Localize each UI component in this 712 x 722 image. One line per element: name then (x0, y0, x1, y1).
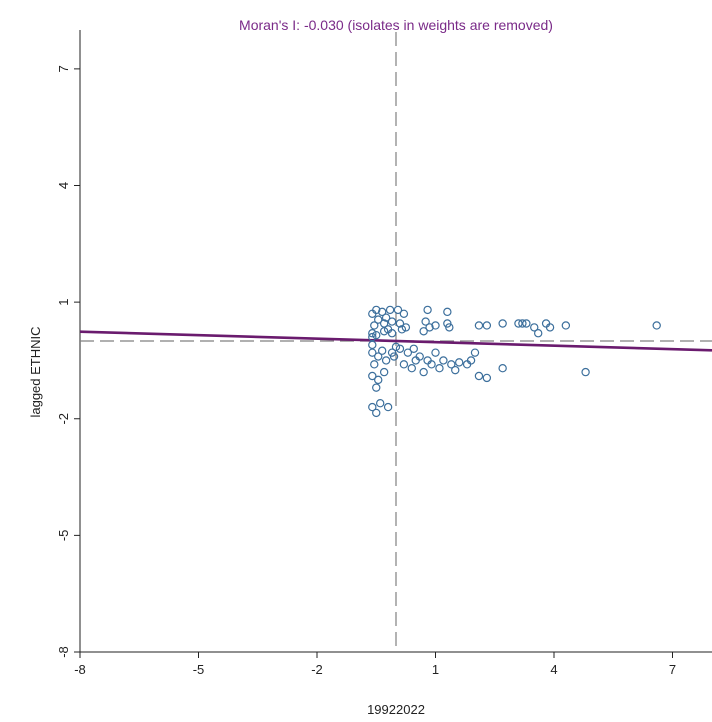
regression-line (79, 330, 712, 352)
data-point (387, 317, 397, 326)
data-point (482, 321, 492, 330)
data-point (498, 319, 507, 328)
data-point (372, 408, 381, 418)
data-point (419, 327, 428, 336)
data-point (474, 321, 484, 330)
data-point (431, 348, 440, 357)
data-point (372, 383, 381, 392)
x-tick-label: -2 (311, 662, 323, 677)
data-point (545, 323, 555, 332)
x-tick-label: 1 (432, 662, 439, 677)
data-points (368, 305, 661, 418)
chart-title: Moran's I: -0.030 (isolates in weights a… (239, 17, 553, 33)
data-point (443, 319, 452, 328)
regression-line-group (79, 330, 712, 352)
data-point (431, 321, 440, 330)
x-tick-label: -5 (193, 662, 205, 677)
data-point (368, 329, 377, 338)
data-point (522, 319, 531, 328)
data-point (482, 373, 492, 383)
data-point (474, 371, 484, 381)
data-point (381, 356, 391, 365)
data-point (383, 402, 393, 412)
data-point (451, 365, 460, 375)
y-tick-label: 4 (56, 182, 71, 189)
data-point (652, 321, 661, 330)
data-point (379, 367, 389, 377)
data-point (514, 319, 523, 328)
data-point (376, 399, 385, 408)
data-point (466, 356, 476, 365)
data-point (372, 330, 381, 340)
data-point (445, 323, 454, 332)
data-point (368, 371, 377, 381)
data-point (470, 348, 480, 357)
data-point (534, 329, 543, 338)
x-tick-label: -8 (74, 662, 86, 677)
data-point (581, 367, 590, 377)
data-point (370, 360, 379, 369)
data-point (419, 367, 428, 377)
data-point (379, 327, 389, 336)
x-axis-label: 19922022 (367, 702, 425, 717)
data-point (370, 321, 379, 330)
data-point (447, 360, 456, 369)
y-tick-label: 7 (56, 65, 71, 72)
data-point (455, 358, 464, 367)
data-point (374, 315, 383, 324)
data-point (397, 325, 407, 334)
y-tick-label: -8 (56, 646, 71, 658)
data-point (387, 348, 397, 357)
data-point (561, 321, 571, 330)
data-point (435, 364, 444, 373)
data-point (395, 319, 405, 328)
data-point (443, 307, 452, 317)
data-point (372, 305, 381, 315)
x-tick-label: 7 (669, 662, 676, 677)
data-point (530, 323, 539, 332)
data-point (389, 352, 399, 361)
axes: -8 -5 -2 1 4 7 -8 -5 -2 1 4 7 (56, 30, 712, 677)
data-point (381, 313, 391, 322)
data-point (393, 305, 403, 315)
data-point (387, 329, 397, 338)
data-point (439, 356, 448, 365)
data-point (403, 348, 413, 357)
data-point (377, 307, 387, 317)
data-point (385, 305, 395, 315)
data-point (407, 364, 416, 373)
data-point (399, 360, 409, 369)
data-point (391, 342, 401, 352)
data-point (401, 323, 411, 332)
data-point (518, 319, 527, 328)
data-point (423, 305, 432, 315)
data-point (368, 340, 377, 350)
data-point (374, 352, 383, 361)
data-point (368, 402, 377, 412)
data-point (399, 309, 409, 318)
data-point (377, 346, 387, 355)
data-point (415, 352, 424, 361)
data-point (395, 344, 405, 353)
data-point (425, 323, 434, 332)
data-point (374, 375, 383, 385)
data-point (409, 344, 418, 353)
x-tick-label: 4 (550, 662, 557, 677)
data-point (427, 360, 436, 369)
y-tick-label: -5 (56, 530, 71, 542)
y-tick-label: 1 (56, 299, 71, 306)
y-tick-label: -2 (56, 413, 71, 425)
y-axis-label: lagged ETHNIC (28, 326, 43, 417)
data-point (421, 317, 430, 326)
data-point (498, 364, 507, 373)
